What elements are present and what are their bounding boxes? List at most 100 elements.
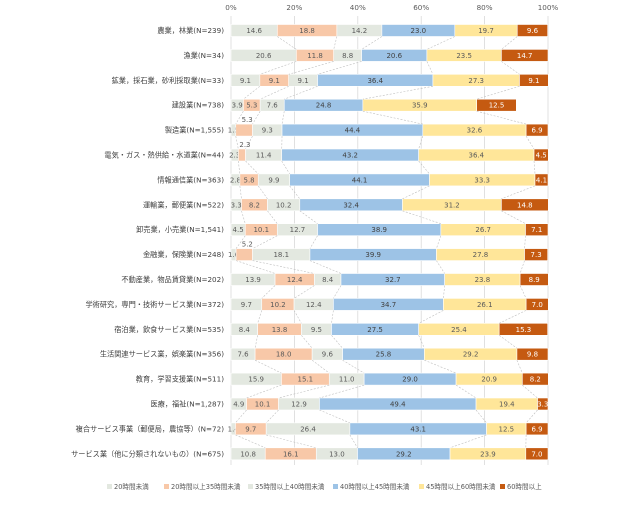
connector-line xyxy=(235,111,244,125)
category-label: 複合サービス事業（郵便局，農協等）(N=72) xyxy=(76,424,225,433)
connector-line xyxy=(241,210,246,224)
connector-line xyxy=(278,384,330,399)
data-label: 7.6 xyxy=(267,102,279,110)
data-label: 16.1 xyxy=(283,450,299,458)
data-label: 44.4 xyxy=(345,127,361,135)
data-label: 9.6 xyxy=(527,27,539,35)
connector-line xyxy=(311,359,330,374)
connector-line xyxy=(342,359,365,374)
bar-6-row-13 xyxy=(498,322,548,336)
bar-6-row-9 xyxy=(525,223,549,236)
data-label: 9.6 xyxy=(322,351,334,359)
data-label: 8.2 xyxy=(249,201,260,209)
connector-line xyxy=(522,384,538,399)
bar-6-row-3 xyxy=(519,74,549,87)
data-label: 13.8 xyxy=(272,326,288,334)
data-label: 11.4 xyxy=(256,152,272,160)
bar-6-row-14 xyxy=(516,347,549,361)
connector-line xyxy=(235,409,247,424)
data-label: 11.8 xyxy=(307,52,323,60)
bars: 14.6 18.8 14.2 23.0 19.7 9.6 20.6 11.8 8.8 20.6 23… xyxy=(228,24,549,461)
connector-line xyxy=(424,359,457,374)
category-label: 情報通信業(N=363) xyxy=(157,175,224,184)
data-label: 23.9 xyxy=(480,450,496,458)
bar-2-row-6 xyxy=(237,148,246,162)
connector-line xyxy=(293,285,315,299)
connector-line xyxy=(349,434,358,448)
category-labels: 農業，林業(N=239) 漁業(N=34) 鉱業，採石業，砂利採取業(N=33) 建設… xyxy=(71,26,224,458)
connector-line xyxy=(516,360,523,374)
data-label: 18.8 xyxy=(299,27,315,35)
connector-line xyxy=(245,160,259,175)
data-label: 8.8 xyxy=(342,52,353,60)
connector-line xyxy=(476,110,527,125)
data-label: 27.3 xyxy=(468,77,484,85)
data-label: 26.4 xyxy=(300,425,316,433)
data-label: 1.6 xyxy=(228,251,240,259)
data-label: 8.4 xyxy=(322,276,334,284)
data-label: 14.6 xyxy=(246,27,262,35)
data-label: 23.0 xyxy=(411,27,427,35)
connector-line xyxy=(265,409,279,424)
connector-line xyxy=(362,110,423,125)
connector-line xyxy=(277,36,297,50)
connector-line xyxy=(333,285,342,299)
connector-line xyxy=(519,260,525,274)
legend-swatch xyxy=(500,484,505,489)
data-label: 14.2 xyxy=(352,27,368,35)
data-label: 9.3 xyxy=(262,127,273,135)
bar-6-row-17 xyxy=(525,422,549,436)
connector-line xyxy=(246,384,282,399)
data-label: 29.0 xyxy=(402,376,418,384)
data-label: 9.8 xyxy=(527,351,538,359)
data-label: 32.7 xyxy=(385,276,401,284)
data-label: 24.8 xyxy=(316,102,332,110)
data-label: 12.5 xyxy=(489,102,505,110)
data-label: 9.1 xyxy=(240,77,251,85)
data-label: 25.4 xyxy=(451,326,467,334)
connector-line xyxy=(426,36,455,50)
data-label: 6.9 xyxy=(531,425,542,433)
connector-line xyxy=(267,210,278,224)
category-label: 鉱業，採石業，砂利採取業(N=33) xyxy=(112,76,225,85)
x-tick-label: 60% xyxy=(413,3,429,12)
connector-line xyxy=(319,384,365,399)
connector-line xyxy=(309,260,342,274)
connector-line xyxy=(525,135,535,150)
data-label: 14.7 xyxy=(517,52,533,60)
data-label: 8.4 xyxy=(239,326,251,334)
connector-line xyxy=(309,235,318,249)
x-tick-label: 100% xyxy=(538,3,559,12)
connector-line xyxy=(257,310,263,324)
data-label: 14.8 xyxy=(517,201,533,209)
data-label: 32.4 xyxy=(343,201,359,209)
connector-line xyxy=(266,434,317,449)
data-label: 32.6 xyxy=(467,127,483,135)
connector-line xyxy=(418,160,430,175)
data-label: 13.0 xyxy=(329,450,345,458)
category-label: 生活関連サービス業，娯楽業(N=356) xyxy=(100,350,224,359)
connector-line xyxy=(288,61,334,75)
data-label: 12.4 xyxy=(287,276,303,284)
connector-line xyxy=(235,260,276,274)
data-label: 9.9 xyxy=(268,176,279,184)
connector-line xyxy=(235,235,246,249)
legend-label: 35時間以上40時間未満 xyxy=(255,482,325,491)
connector-line xyxy=(331,335,343,349)
category-label: 教育，学習支援業(N=511) xyxy=(136,375,224,384)
data-label: 7.0 xyxy=(531,450,542,458)
category-label: 農業，林業(N=239) xyxy=(157,26,224,35)
connector-line xyxy=(284,86,318,100)
connector-line xyxy=(436,235,442,249)
category-label: 学術研究，専門・技術サービス業(N=372) xyxy=(85,300,224,309)
data-label: 12.5 xyxy=(499,425,515,433)
x-axis-ticks: 0% 20% 40% 60% 80% 100% xyxy=(225,3,558,12)
connector-line xyxy=(501,36,518,50)
data-label: 49.4 xyxy=(390,401,406,409)
bar-6-row-4 xyxy=(476,98,517,112)
connector-line xyxy=(252,235,278,249)
gridlines xyxy=(230,16,549,465)
data-label: 23.8 xyxy=(475,276,491,284)
connector-line xyxy=(239,185,242,199)
